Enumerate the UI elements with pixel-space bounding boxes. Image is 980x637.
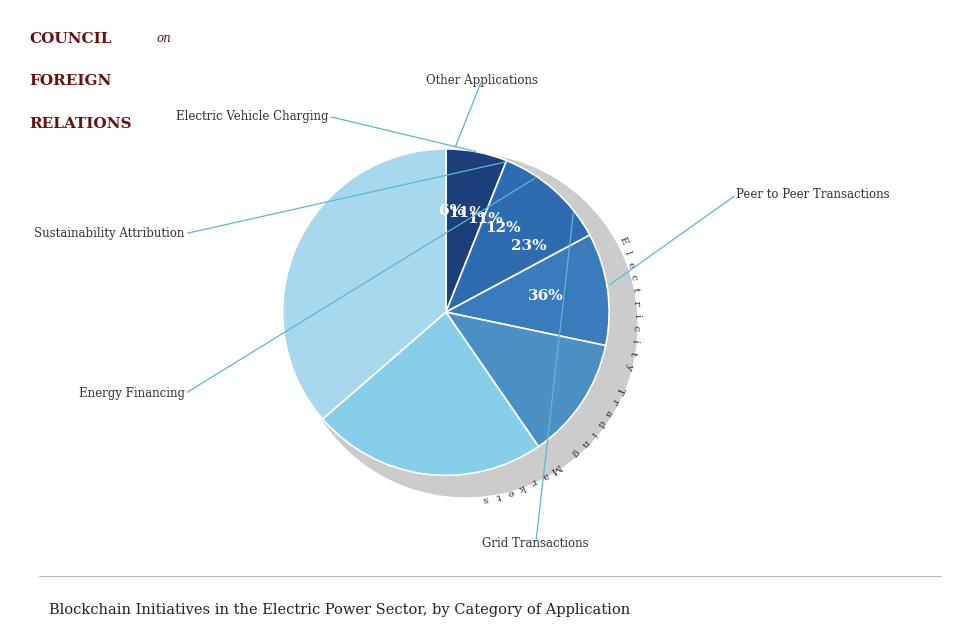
Text: s: s [482,494,489,504]
Wedge shape [322,312,538,475]
Text: y: y [624,362,634,370]
Text: 11%: 11% [448,206,484,220]
Text: Sustainability Attribution: Sustainability Attribution [34,227,185,240]
Text: 36%: 36% [528,289,564,303]
Text: r: r [610,397,619,406]
Text: i: i [589,429,598,438]
Wedge shape [446,161,590,312]
Text: g: g [570,447,581,458]
Text: e: e [626,261,636,269]
Text: 12%: 12% [485,221,520,235]
Text: t: t [495,491,502,501]
Text: a: a [540,470,550,481]
Text: i: i [632,314,641,317]
Text: c: c [629,274,639,281]
Text: r: r [632,300,641,306]
Text: a: a [603,408,613,418]
Text: l: l [622,250,632,255]
Text: M: M [549,462,563,475]
Text: 6%: 6% [439,204,464,218]
Text: r: r [529,476,538,487]
Text: Peer to Peer Transactions: Peer to Peer Transactions [736,188,890,201]
Circle shape [294,154,637,497]
Wedge shape [282,149,446,419]
Text: RELATIONS: RELATIONS [29,117,132,131]
Text: Blockchain Initiatives in the Electric Power Sector, by Category of Application: Blockchain Initiatives in the Electric P… [49,603,630,617]
Text: 23%: 23% [512,239,547,253]
Wedge shape [446,312,606,447]
Text: k: k [517,482,527,492]
Text: i: i [630,339,639,343]
Text: T: T [614,385,625,396]
Text: FOREIGN: FOREIGN [29,74,112,88]
Text: Electric Vehicle Charging: Electric Vehicle Charging [175,110,328,123]
Text: d: d [596,419,607,429]
Text: Energy Financing: Energy Financing [78,387,185,400]
Wedge shape [446,235,610,345]
Text: n: n [579,438,590,449]
Text: t: t [631,287,640,293]
Wedge shape [446,149,507,312]
Text: e: e [506,487,514,497]
Text: COUNCIL: COUNCIL [29,32,112,46]
Text: Other Applications: Other Applications [426,74,538,87]
Text: c: c [631,326,641,332]
Text: E: E [617,236,628,246]
Text: Grid Transactions: Grid Transactions [482,538,589,550]
Text: 11%: 11% [466,211,503,225]
Text: t: t [627,351,637,357]
Text: on: on [157,32,172,45]
